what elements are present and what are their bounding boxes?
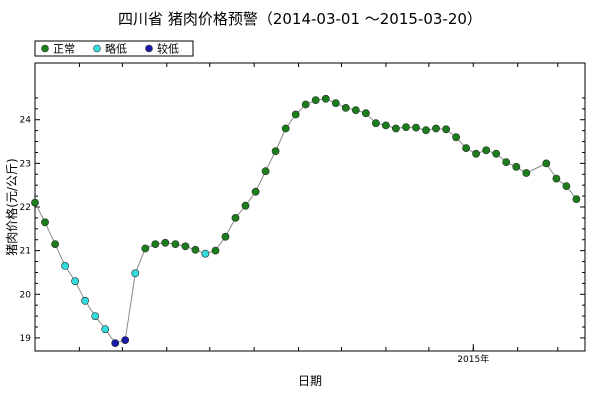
data-point xyxy=(211,246,220,255)
x-tick-label: 2015年 xyxy=(457,353,489,365)
y-tick-label: 24 xyxy=(20,116,32,126)
chart-title: 四川省 猪肉价格预警（2014-03-01 ～2015-03-20） xyxy=(118,10,482,28)
data-point xyxy=(241,201,250,210)
data-point xyxy=(261,167,270,176)
data-point xyxy=(522,169,531,177)
data-point xyxy=(301,100,310,109)
data-point xyxy=(101,325,110,334)
data-point xyxy=(151,240,160,248)
data-point xyxy=(381,121,390,130)
data-point xyxy=(422,126,430,135)
legend-marker xyxy=(93,44,101,53)
data-point xyxy=(331,99,340,107)
data-point xyxy=(341,104,350,112)
data-point xyxy=(492,149,501,158)
data-point xyxy=(91,312,100,320)
legend-label: 略低 xyxy=(105,42,127,56)
y-tick-label: 19 xyxy=(20,334,32,344)
data-point xyxy=(121,336,130,344)
data-point xyxy=(111,339,120,347)
data-point xyxy=(562,182,571,190)
y-axis: 19 20 21 22 23 24 xyxy=(20,97,585,344)
data-point xyxy=(231,213,240,222)
y-tick-label: 23 xyxy=(20,159,31,169)
data-point xyxy=(502,158,511,166)
data-point xyxy=(552,174,561,183)
data-point xyxy=(432,124,440,133)
data-point xyxy=(391,124,400,133)
data-point xyxy=(141,244,150,253)
data-point xyxy=(81,296,89,305)
data-point xyxy=(462,144,470,152)
x-axis: 2015年 xyxy=(34,63,559,365)
plot-area xyxy=(34,62,586,352)
data-point xyxy=(71,277,79,286)
data-point xyxy=(371,119,380,128)
y-tick-label: 20 xyxy=(20,290,32,300)
data-point xyxy=(221,232,230,241)
data-point xyxy=(171,240,180,248)
legend-marker xyxy=(145,44,153,53)
data-point xyxy=(161,238,170,247)
data-point xyxy=(61,261,69,270)
data-point xyxy=(191,245,200,254)
x-axis-label: 日期 xyxy=(298,374,322,388)
data-point xyxy=(412,123,420,132)
data-point xyxy=(251,187,260,196)
data-point xyxy=(131,269,140,278)
data-point xyxy=(31,198,39,207)
data-point xyxy=(181,242,190,251)
data-point xyxy=(572,195,581,203)
data-point xyxy=(201,249,210,258)
data-point xyxy=(512,162,521,171)
y-tick-label: 21 xyxy=(20,247,31,257)
data-point xyxy=(472,149,480,158)
data-point xyxy=(281,124,290,133)
legend-marker xyxy=(41,44,49,53)
data-point xyxy=(291,110,300,119)
data-point xyxy=(402,123,410,131)
data-point xyxy=(542,159,551,168)
data-point xyxy=(321,94,330,103)
y-tick-label: 22 xyxy=(20,203,31,213)
data-point xyxy=(361,109,370,118)
data-point xyxy=(271,147,280,155)
data-point xyxy=(351,106,360,114)
data-point xyxy=(51,240,59,248)
data-point xyxy=(452,133,460,142)
legend-label: 较低 xyxy=(157,42,179,56)
data-point xyxy=(442,125,450,134)
chart-legend: 正常 略低 较低 xyxy=(34,40,194,57)
data-point xyxy=(311,96,320,104)
price-markers xyxy=(31,94,581,347)
legend-box xyxy=(34,40,194,57)
data-point xyxy=(41,218,49,227)
y-axis-label: 猪肉价格(元/公斤) xyxy=(4,158,19,255)
data-point xyxy=(482,146,491,155)
legend-label: 正常 xyxy=(53,43,75,56)
